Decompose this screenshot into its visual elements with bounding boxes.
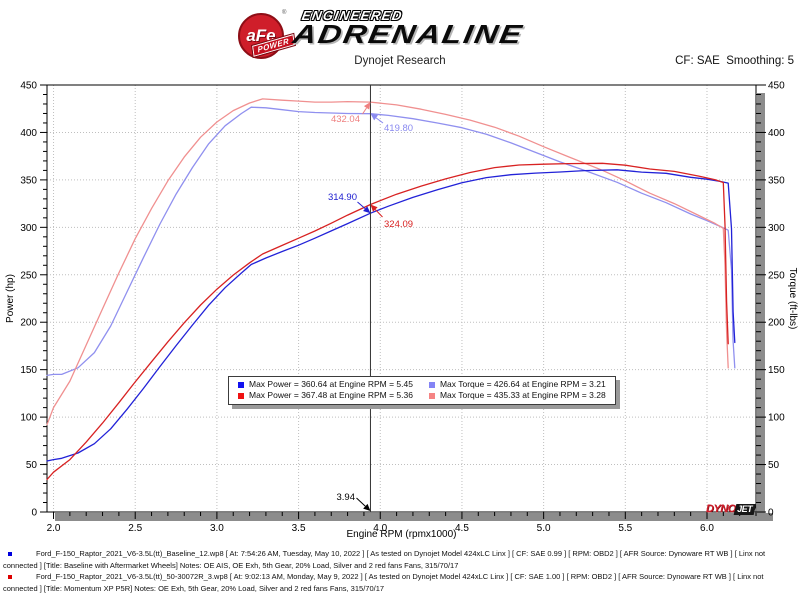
dynojet-logo: DYNOJET xyxy=(706,503,757,515)
power-baseline-curve xyxy=(46,169,736,462)
y-tick-label-right: 0 xyxy=(768,508,774,519)
cursor-value-label: 3.94 xyxy=(337,492,356,503)
y-tick-label-left: 200 xyxy=(20,318,37,329)
dynojet-logo-dyno: DYNO xyxy=(706,503,736,515)
run-info-entry-0: Ford_F-150_Raptor_2021_V6-3.5L(tt)_Basel… xyxy=(3,548,798,571)
run-info-entry-1: Ford_F-150_Raptor_2021_V6-3.5L(tt)_50-30… xyxy=(3,571,798,594)
y-tick-label-left: 350 xyxy=(20,175,37,186)
y-axis-title-left: Power (hp) xyxy=(5,274,16,323)
run-bullet-icon xyxy=(8,575,12,580)
legend-item-2: Max Torque = 426.64 at Engine RPM = 3.21 xyxy=(428,379,606,390)
annotation-arrow-head xyxy=(370,204,378,212)
power-intake-curve xyxy=(46,162,729,481)
run-info-line: connected ] [Title: Baseline with Afterm… xyxy=(3,560,459,570)
plot-border xyxy=(46,84,757,513)
x-tick-label: 2.0 xyxy=(47,523,61,534)
legend-label: Max Torque = 435.33 at Engine RPM = 3.28 xyxy=(439,390,606,400)
cursor-value-label: 324.09 xyxy=(384,219,413,230)
x-tick-label: 5.0 xyxy=(537,523,551,534)
run-info-line: Ford_F-150_Raptor_2021_V6-3.5L(tt)_Basel… xyxy=(36,549,766,558)
cursor-value-label: 432.04 xyxy=(331,114,360,125)
y-axis-title-right: Torque (ft-lbs) xyxy=(787,268,798,330)
y-tick-label-left: 50 xyxy=(26,460,38,471)
legend-swatch-icon xyxy=(238,381,244,388)
annotation-arrow-head xyxy=(363,206,371,214)
annotation-arrow-line xyxy=(357,201,366,209)
legend-swatch-icon xyxy=(428,381,435,388)
y-tick-label-right: 450 xyxy=(768,81,785,92)
annotation-arrow-head xyxy=(370,113,378,121)
y-tick-label-right: 250 xyxy=(768,270,785,281)
annotation-arrow-line xyxy=(356,497,366,507)
run-bullet-icon xyxy=(8,552,12,556)
y-tick-label-right: 400 xyxy=(768,128,785,139)
torque-intake-curve xyxy=(46,98,729,426)
y-tick-label-right: 300 xyxy=(768,223,785,234)
afe-badge-icon: aFe xyxy=(238,13,284,59)
legend-item-1: Max Power = 367.48 at Engine RPM = 5.36 xyxy=(238,390,413,401)
y-tick-label-left: 400 xyxy=(20,128,37,139)
y-tick-label-left: 250 xyxy=(20,270,37,281)
legend-label: Max Power = 367.48 at Engine RPM = 5.36 xyxy=(249,390,413,400)
y-tick-label-right: 200 xyxy=(768,318,785,329)
afe-logo: aFe ® POWER ENGINEERED ADRENALINE xyxy=(236,6,616,64)
y-tick-label-left: 450 xyxy=(20,81,37,92)
run-info: Ford_F-150_Raptor_2021_V6-3.5L(tt)_Basel… xyxy=(3,548,798,595)
legend-label: Max Power = 360.64 at Engine RPM = 5.45 xyxy=(249,379,413,389)
legend-item-0: Max Power = 360.64 at Engine RPM = 5.45 xyxy=(238,379,413,390)
x-tick-label: 4.0 xyxy=(373,523,387,534)
annotation-arrow-head xyxy=(363,102,371,110)
legend-label: Max Torque = 426.64 at Engine RPM = 3.21 xyxy=(439,379,606,389)
annotation-arrow-head xyxy=(363,503,371,512)
plot-shadow-right xyxy=(757,93,765,520)
registered-mark: ® xyxy=(282,10,287,16)
x-tick-label: 2.5 xyxy=(128,523,142,534)
dynojet-logo-jet: JET xyxy=(733,504,757,515)
x-tick-label: 3.0 xyxy=(210,523,224,534)
annotation-arrow-line xyxy=(362,107,367,115)
y-tick-label-right: 350 xyxy=(768,175,785,186)
x-tick-label: 3.5 xyxy=(292,523,306,534)
brand-adrenaline-text: ADRENALINE xyxy=(290,19,526,49)
cursor-value-label: 314.90 xyxy=(328,192,357,203)
y-tick-label-left: 0 xyxy=(31,508,37,519)
plot-shadow-bottom xyxy=(55,513,773,521)
annotation-arrow-line xyxy=(375,117,384,124)
x-tick-label: 5.5 xyxy=(618,523,632,534)
torque-baseline-curve xyxy=(46,106,736,377)
legend-swatch-icon xyxy=(428,392,435,399)
run-info-line: connected ] [Title: Momentum XP P5R] Not… xyxy=(3,584,385,594)
smoothing-label: CF: SAE Smoothing: 5 xyxy=(675,55,794,67)
annotation-arrow-line xyxy=(374,209,383,218)
report-title: Dynojet Research xyxy=(354,55,446,67)
x-axis-title: Engine RPM (rpmx1000) xyxy=(346,529,456,540)
y-tick-label-right: 150 xyxy=(768,365,785,376)
y-tick-label-right: 50 xyxy=(768,460,780,471)
chart-legend: Max Power = 360.64 at Engine RPM = 5.45 M… xyxy=(228,376,616,405)
y-tick-label-left: 100 xyxy=(20,413,37,424)
x-tick-label: 4.5 xyxy=(455,523,469,534)
y-tick-label-left: 150 xyxy=(20,365,37,376)
run-info-line: Ford_F-150_Raptor_2021_V6-3.5L(tt)_50-30… xyxy=(36,572,764,582)
legend-swatch-icon xyxy=(238,392,244,399)
y-tick-label-left: 300 xyxy=(20,223,37,234)
y-tick-label-right: 100 xyxy=(768,413,785,424)
cursor-value-label: 419.80 xyxy=(384,123,413,134)
x-tick-label: 6.0 xyxy=(700,523,714,534)
legend-item-3: Max Torque = 435.33 at Engine RPM = 3.28 xyxy=(428,390,606,401)
